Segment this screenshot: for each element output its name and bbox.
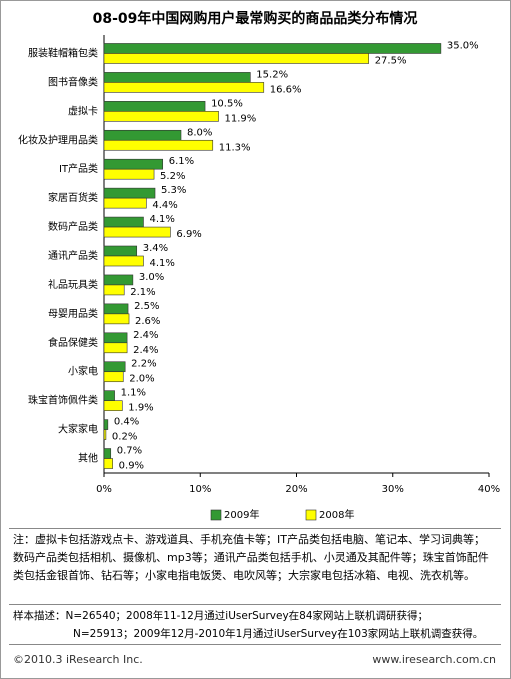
value-label: 15.2% xyxy=(256,69,288,80)
legend-label: 2008年 xyxy=(319,508,354,521)
value-label: 2.1% xyxy=(130,287,155,298)
value-label: 11.9% xyxy=(225,113,257,124)
bar xyxy=(103,448,112,459)
y-tick-label: 数码产品类 xyxy=(48,220,98,233)
y-tick-label: 母婴用品类 xyxy=(48,307,98,320)
bar xyxy=(103,129,182,141)
value-label: 4.1% xyxy=(149,258,174,269)
bar xyxy=(103,158,164,170)
y-tick-label: 通讯产品类 xyxy=(48,249,98,262)
bar xyxy=(103,226,171,238)
sample-text: N=26540；2008年11-12月通过iUserSurvey在84家网站上联… xyxy=(65,610,429,622)
value-label: 11.3% xyxy=(219,142,251,153)
y-tick-label: 其他 xyxy=(78,452,98,465)
bar xyxy=(103,419,109,430)
legend-swatch xyxy=(210,509,222,521)
bar xyxy=(103,400,123,411)
footer-right: www.iresearch.com.cn xyxy=(372,653,496,666)
chart: 08-09年中国网购用户最常购买的商品品类分布情况 0% 10% 20% 30% 40%… xyxy=(18,10,500,521)
y-tick-label: 礼品玩具类 xyxy=(48,278,98,291)
y-tick-label: IT产品类 xyxy=(59,162,98,175)
value-label: 6.1% xyxy=(169,156,194,167)
value-label: 35.0% xyxy=(447,40,479,51)
x-tick-label: 30% xyxy=(382,484,404,495)
bar xyxy=(103,342,128,354)
bar xyxy=(103,53,369,64)
x-tick-label: 40% xyxy=(478,484,500,495)
value-label: 0.2% xyxy=(112,432,137,443)
value-label: 10.5% xyxy=(211,98,243,109)
legend-swatch xyxy=(305,509,317,521)
bar xyxy=(103,303,129,315)
legend-label: 2009年 xyxy=(224,508,259,521)
bar xyxy=(103,43,442,54)
value-label: 6.9% xyxy=(176,229,201,240)
bar xyxy=(103,82,265,93)
separator xyxy=(9,644,501,645)
y-tick-label: 服装鞋帽箱包类 xyxy=(28,46,98,59)
footer-left: ©2010.3 iResearch Inc. xyxy=(13,653,143,666)
value-label: 1.1% xyxy=(121,388,146,399)
value-label: 5.3% xyxy=(161,185,186,196)
y-tick-label: 食品保健类 xyxy=(48,336,98,349)
value-label: 2.4% xyxy=(133,345,158,356)
y-tick-label: 小家电 xyxy=(68,365,98,378)
bar xyxy=(103,274,134,286)
bar xyxy=(103,111,219,122)
value-label: 3.0% xyxy=(139,272,164,283)
x-tick-label: 20% xyxy=(285,484,307,495)
bar xyxy=(103,429,107,440)
y-tick-label: 虚拟卡 xyxy=(68,104,98,117)
bar xyxy=(103,255,144,267)
bar xyxy=(103,371,124,383)
y-tick-label: 珠宝首饰佩件类 xyxy=(28,394,98,407)
sample-line: N=25913；2009年12月-2010年1月通过iUserSurvey在10… xyxy=(73,628,484,640)
bar xyxy=(103,332,128,344)
value-label: 27.5% xyxy=(375,55,407,66)
value-label: 0.7% xyxy=(117,446,142,457)
value-label: 1.9% xyxy=(128,403,153,414)
bar xyxy=(103,168,155,180)
value-label: 3.4% xyxy=(143,243,168,254)
value-label: 0.4% xyxy=(114,417,139,428)
sample-label: 样本描述： xyxy=(13,610,66,622)
bar xyxy=(103,458,113,469)
separator xyxy=(9,604,501,605)
value-label: 5.2% xyxy=(160,171,185,182)
y-tick-label: 化妆及护理用品类 xyxy=(18,133,98,146)
bar xyxy=(103,216,144,228)
bar xyxy=(103,390,115,401)
bar xyxy=(103,187,156,199)
value-label: 2.4% xyxy=(133,330,158,341)
value-label: 2.6% xyxy=(135,316,160,327)
value-label: 8.0% xyxy=(187,127,212,138)
bar xyxy=(103,72,251,83)
bar xyxy=(103,139,214,151)
bar xyxy=(103,284,125,296)
bar xyxy=(103,361,126,373)
sample-line: 样本描述：N=26540；2008年11-12月通过iUserSurvey在84… xyxy=(13,607,493,625)
value-label: 4.4% xyxy=(152,200,177,211)
bar xyxy=(103,101,206,112)
sample: 样本描述：N=26540；2008年11-12月通过iUserSurvey在84… xyxy=(13,607,493,643)
notes: 注：虚拟卡包括游戏点卡、游戏道具、手机充值卡等；IT产品类包括电脑、笔记本、学习… xyxy=(13,533,489,582)
y-tick-label: 大家家电 xyxy=(58,423,98,436)
value-label: 16.6% xyxy=(270,84,302,95)
bar xyxy=(103,197,147,209)
x-tick-label: 0% xyxy=(96,484,112,495)
value-label: 2.0% xyxy=(129,374,154,385)
separator xyxy=(9,528,501,529)
y-tick-label: 家居百货类 xyxy=(48,191,98,204)
value-label: 4.1% xyxy=(149,214,174,225)
x-tick-label: 10% xyxy=(189,484,211,495)
value-label: 2.2% xyxy=(131,359,156,370)
bar xyxy=(103,313,130,325)
value-label: 0.9% xyxy=(119,461,144,472)
value-label: 2.5% xyxy=(134,301,159,312)
chart-title: 08-09年中国网购用户最常购买的商品品类分布情况 xyxy=(93,10,418,27)
bar xyxy=(103,245,138,257)
y-tick-label: 图书音像类 xyxy=(48,75,98,88)
